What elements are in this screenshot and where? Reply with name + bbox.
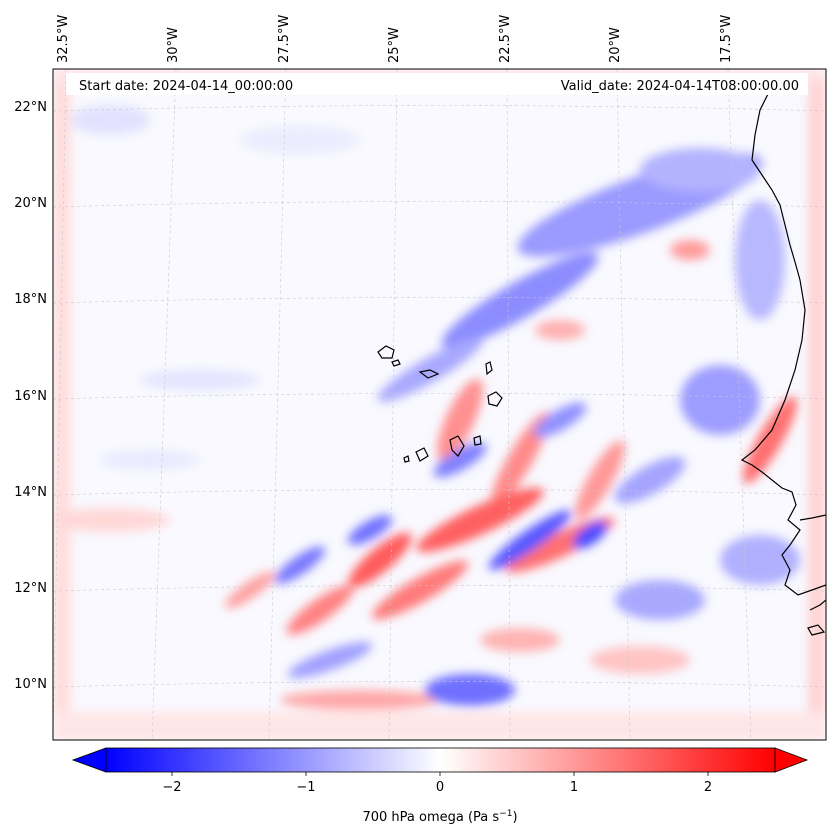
map-frame — [52, 68, 827, 741]
colorbar-tick: −1 — [296, 780, 315, 795]
gridlines — [53, 69, 826, 740]
lon-label: 22.5°W — [498, 15, 513, 63]
colorbar-tick: −2 — [162, 780, 181, 795]
colorbar-tick: 2 — [704, 780, 712, 795]
colorbar-extend-min — [71, 747, 107, 773]
lon-label: 20°W — [608, 27, 623, 63]
colorbar: −2 −1 0 1 2 700 hPa omega (Pa s−1) — [71, 747, 809, 825]
colorbar-label-prefix: 700 hPa omega (Pa s — [362, 810, 499, 825]
lon-labels: 32.5°W 30°W 27.5°W 25°W 22.5°W 20°W 17.5… — [56, 15, 734, 63]
lon-label: 32.5°W — [56, 15, 71, 63]
lon-label: 27.5°W — [277, 15, 292, 63]
colorbar-tick: 0 — [436, 780, 444, 795]
lon-label: 25°W — [387, 27, 402, 63]
colorbar-gradient — [105, 747, 776, 773]
info-banner — [66, 73, 808, 95]
colorbar-extend-max — [774, 747, 809, 773]
coastlines — [377, 89, 826, 636]
colorbar-label-suffix: ) — [512, 810, 517, 825]
lat-label: 20°N — [14, 196, 47, 211]
lat-label: 14°N — [14, 485, 47, 500]
lon-label: 17.5°W — [719, 15, 734, 63]
omega-field — [53, 69, 826, 740]
lon-label: 30°W — [166, 27, 181, 63]
lat-label: 16°N — [14, 389, 47, 404]
lat-labels: 22°N 20°N 18°N 16°N 14°N 12°N 10°N — [14, 100, 47, 692]
colorbar-label: 700 hPa omega (Pa s−1) — [362, 809, 517, 825]
lat-label: 10°N — [14, 677, 47, 692]
valid-date-text: Valid_date: 2024-04-14T08:00:00.00 — [561, 79, 799, 94]
start-date-text: Start date: 2024-04-14_00:00:00 — [79, 79, 293, 94]
lat-label: 22°N — [14, 100, 47, 115]
lat-label: 12°N — [14, 581, 47, 596]
lat-label: 18°N — [14, 292, 47, 307]
colorbar-label-exp: −1 — [499, 809, 512, 819]
colorbar-tick: 1 — [570, 780, 578, 795]
